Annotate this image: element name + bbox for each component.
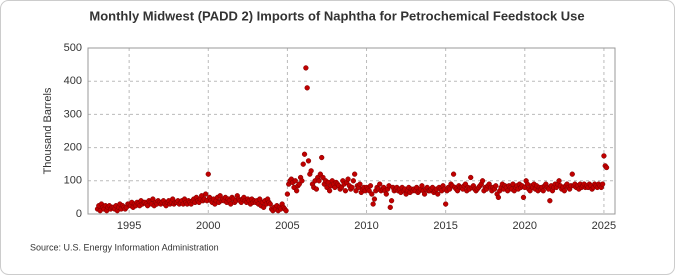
data-point: [352, 171, 358, 177]
data-point: [435, 191, 441, 197]
source-note: Source: U.S. Energy Information Administ…: [30, 242, 219, 252]
data-point: [313, 186, 320, 192]
y-tick-label: 400: [64, 75, 82, 87]
data-point: [569, 171, 575, 177]
data-point: [319, 154, 325, 161]
data-point: [383, 191, 389, 197]
x-tick-label: 2020: [513, 220, 537, 232]
data-point: [601, 153, 607, 159]
data-point: [369, 191, 375, 197]
chart-title: Monthly Midwest (PADD 2) Imports of Naph…: [89, 8, 584, 23]
data-point: [293, 188, 300, 194]
data-point: [284, 191, 291, 197]
data-point: [387, 204, 393, 211]
data-point: [540, 188, 546, 194]
data-point: [350, 178, 357, 184]
data-point: [468, 174, 474, 181]
data-point: [556, 178, 562, 184]
y-axis-label: Thousand Barrels: [42, 87, 54, 174]
data-point: [292, 178, 298, 184]
y-tick-label: 100: [64, 175, 82, 187]
data-point: [205, 171, 211, 177]
data-point: [493, 183, 499, 189]
data-point: [308, 168, 314, 174]
data-point: [316, 178, 322, 184]
y-tick-label: 300: [64, 108, 82, 120]
data-point: [342, 188, 349, 194]
x-tick-label: 2010: [354, 220, 378, 232]
data-point: [267, 201, 273, 207]
data-point: [367, 183, 374, 189]
data-point: [345, 176, 351, 182]
x-tick-label: 2000: [196, 220, 220, 232]
data-point: [301, 151, 308, 157]
data-point: [443, 201, 449, 207]
data-point: [304, 85, 310, 91]
data-point: [370, 201, 376, 207]
x-tick-label: 2015: [433, 220, 457, 232]
data-point: [305, 158, 312, 164]
data-point: [349, 184, 355, 191]
marks: [94, 65, 610, 214]
data-point: [561, 188, 568, 194]
data-point: [450, 171, 457, 177]
y-tick-label: 0: [76, 208, 82, 220]
data-point: [283, 208, 289, 214]
data-point: [421, 191, 428, 197]
y-tick-label: 200: [64, 142, 82, 154]
data-point: [202, 191, 209, 197]
data-point: [419, 183, 425, 189]
y-tick-label: 500: [64, 42, 82, 54]
data-point: [479, 178, 486, 184]
data-point: [599, 181, 606, 187]
data-point: [371, 196, 378, 202]
data-point: [388, 198, 395, 204]
data-point: [303, 65, 309, 71]
data-point: [495, 194, 502, 201]
x-tick-label: 2005: [275, 220, 299, 232]
plot-frame: [87, 47, 616, 215]
data-point: [300, 161, 306, 167]
data-point: [520, 194, 527, 201]
data-point: [377, 181, 383, 187]
data-point: [326, 188, 333, 194]
data-point: [357, 181, 363, 187]
data-point: [547, 198, 553, 204]
data-point: [603, 164, 610, 171]
data-point: [299, 178, 305, 184]
x-tick-label: 2025: [592, 220, 616, 232]
x-tick-label: 1995: [117, 220, 141, 232]
